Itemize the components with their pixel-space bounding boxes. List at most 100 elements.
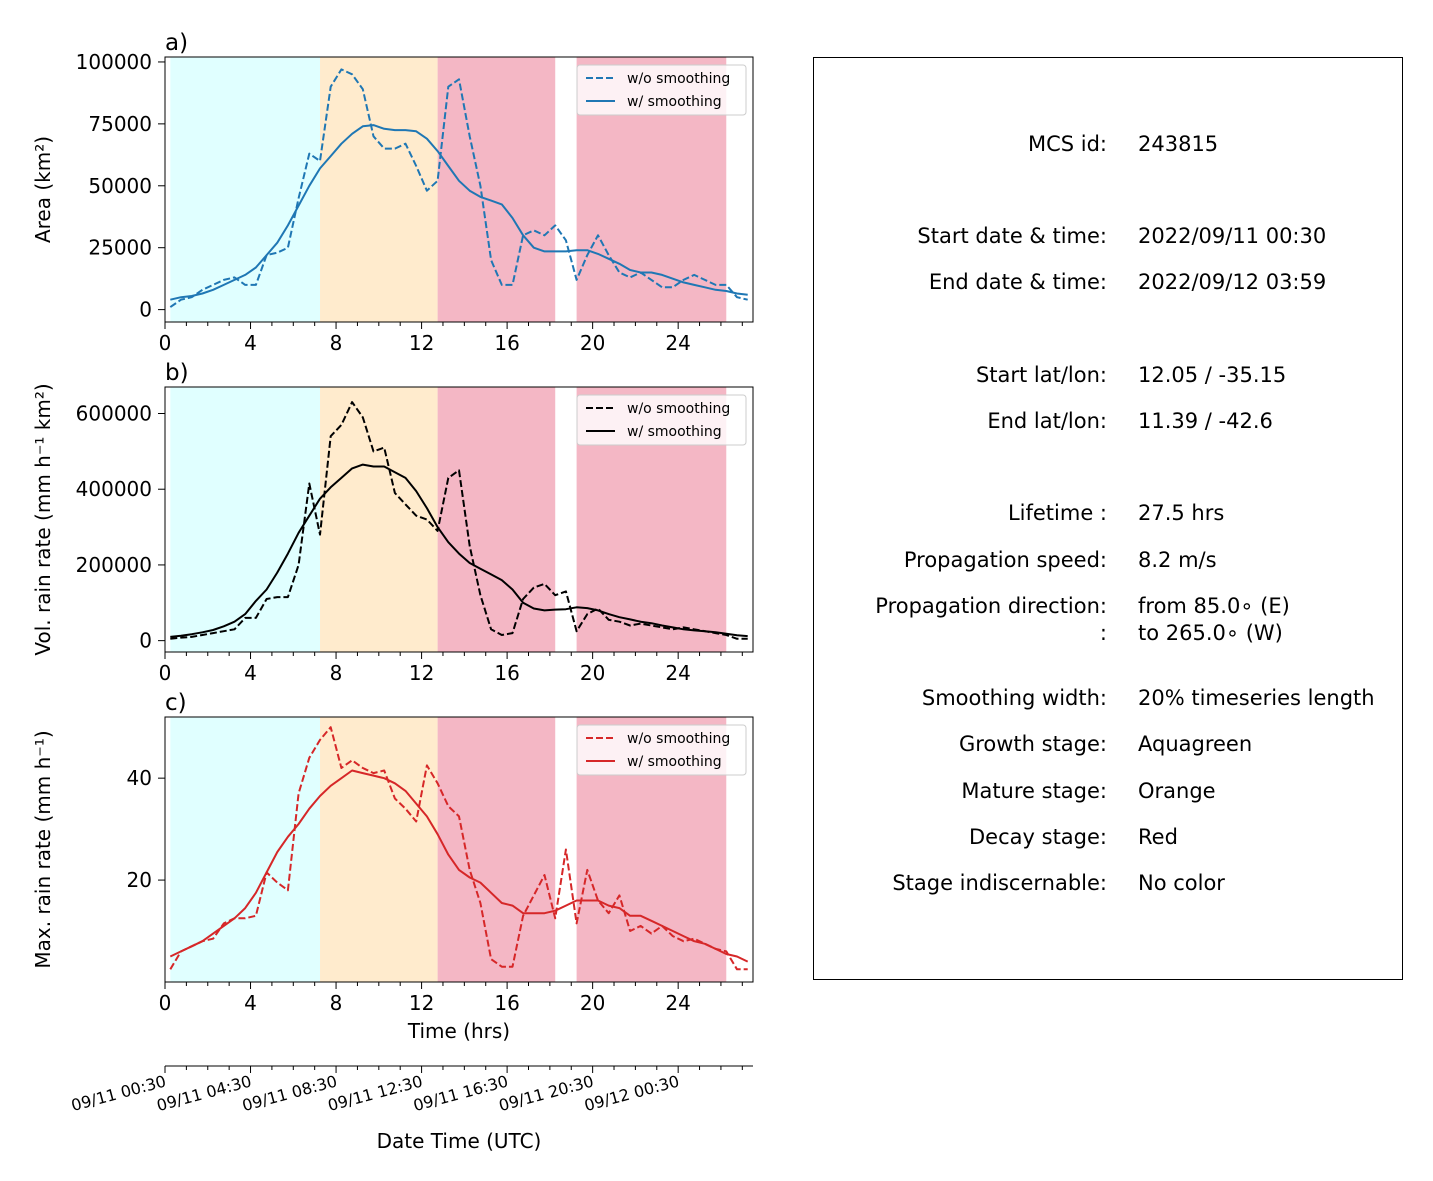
y-tick-label: 50000 [88,174,152,198]
series-line-smoothed [170,463,748,638]
x-tick-label: 20 [580,331,605,355]
y-tick-label: 100000 [76,50,152,74]
y-tick-label: 75000 [88,112,152,136]
x-tick-label: 16 [494,331,519,355]
y-tick-label: 400000 [76,477,152,501]
y-tick-label: 20 [127,868,152,892]
legend: w/o smoothing w/ smoothing [576,64,747,116]
stage-band-decay [437,57,556,322]
x-tick-label: 4 [244,661,257,685]
legend-label: w/o smoothing [627,731,730,747]
x-tick-label: 24 [665,661,690,685]
info-value: Red [1138,825,1178,849]
info-value: 2022/09/11 00:30 [1138,224,1327,248]
x-tick-label: 0 [159,661,172,685]
x-tick-label: 12 [409,661,434,685]
x-tick-label: 20 [580,991,605,1015]
date-tick-label: 09/11 16:30 [411,1072,510,1116]
mcs-info-panel: MCS id: 243815 Start date & time: 2022/0… [813,57,1403,980]
legend-label: w/ smoothing [627,94,722,110]
panel-label: a) [165,30,188,56]
info-value: to 265.0∘ (W) [1138,621,1283,645]
series-line-unsmoothed [169,68,748,308]
panel-label: b) [165,360,189,386]
date-tick-label: 09/12 00:30 [582,1072,681,1116]
chart-panel-a: 0 4 8 12 16 20 24 0 25000 50000 75000 100000 a) Area … [31,30,754,355]
y-tick-label: 25000 [88,236,152,260]
info-label: Mature stage: [961,779,1107,803]
date-tick-label: 09/11 00:30 [69,1072,168,1116]
x-tick-label: 16 [494,991,519,1015]
x-tick-label: 8 [330,991,343,1015]
info-label: Start date & time: [917,224,1107,248]
x-tick-label: 24 [665,991,690,1015]
legend-label: w/ smoothing [627,424,722,440]
date-tick-label: 09/11 08:30 [240,1072,339,1116]
stage-band-mature [320,387,438,652]
info-value: 20% timeseries length [1138,686,1375,710]
y-tick-label: 600000 [76,402,152,426]
info-label: Smoothing width: [921,686,1107,710]
x-tick-label: 8 [330,331,343,355]
y-axis-label: Area (km²) [31,136,55,243]
stage-band-decay [437,387,556,652]
x-tick-label: 0 [159,991,172,1015]
x-tick-label: 0 [159,331,172,355]
x-tick-label: 4 [244,331,257,355]
info-label: End lat/lon: [987,409,1107,433]
info-label: Decay stage: [969,825,1107,849]
date-tick-label: 09/11 20:30 [497,1072,596,1116]
info-label: Stage indiscernable: [892,871,1107,895]
x-tick-label: 24 [665,331,690,355]
y-tick-label: 200000 [76,553,152,577]
info-label: Start lat/lon: [975,363,1107,387]
info-label: : [1099,621,1107,645]
info-value: No color [1138,871,1225,895]
info-value: 11.39 / -42.6 [1138,409,1273,433]
stage-band-growth [170,717,321,982]
stage-band-growth [170,387,321,652]
legend-label: w/o smoothing [627,401,730,417]
info-value: from 85.0∘ (E) [1138,594,1290,618]
info-value: 12.05 / -35.15 [1138,363,1287,387]
chart-panel-b: 0 4 8 12 16 20 24 0 200000 400000 600000 b) Vol. rai… [31,360,754,685]
x-tick-label: 8 [330,661,343,685]
info-value: 2022/09/12 03:59 [1138,270,1327,294]
y-tick-label: 0 [139,629,152,653]
info-label: Lifetime : [1007,501,1107,525]
date-tick-label: 09/11 12:30 [326,1072,425,1116]
x-axis-label: Time (hrs) [407,1019,510,1043]
legend-frame [576,394,747,446]
panel-label: c) [165,690,187,716]
info-label: End date & time: [928,270,1107,294]
date-axis-label: Date Time (UTC) [377,1129,542,1153]
legend-frame [576,64,747,116]
x-tick-label: 4 [244,991,257,1015]
stage-band-growth [170,57,321,322]
x-tick-label: 12 [409,991,434,1015]
info-label: Propagation speed: [903,548,1107,572]
info-value: Aquagreen [1138,732,1253,756]
chart-panel-c: 0 4 8 12 16 20 24 20 40 c) Max. rain rate (mm h⁻¹)… [31,690,754,1043]
y-tick-label: 40 [127,766,152,790]
info-value: Orange [1138,779,1216,803]
info-label: MCS id: [1027,132,1107,156]
series-line-unsmoothed [170,401,748,640]
plot-frame [164,56,754,323]
legend-frame [576,724,747,776]
info-label: Growth stage: [958,732,1107,756]
info-value: 8.2 m/s [1138,548,1217,572]
x-tick-label: 20 [580,661,605,685]
legend-label: w/ smoothing [627,754,722,770]
stage-band-decay [437,717,556,982]
x-tick-label: 16 [494,661,519,685]
y-axis-label: Max. rain rate (mm h⁻¹) [31,730,55,968]
legend: w/o smoothing w/ smoothing [576,394,747,446]
plot-frame [164,386,754,653]
info-value: 243815 [1138,132,1219,156]
info-label: Propagation direction: [875,594,1107,618]
y-axis-label: Vol. rain rate (mm h⁻¹ km²) [31,383,55,655]
y-tick-label: 0 [139,298,152,322]
